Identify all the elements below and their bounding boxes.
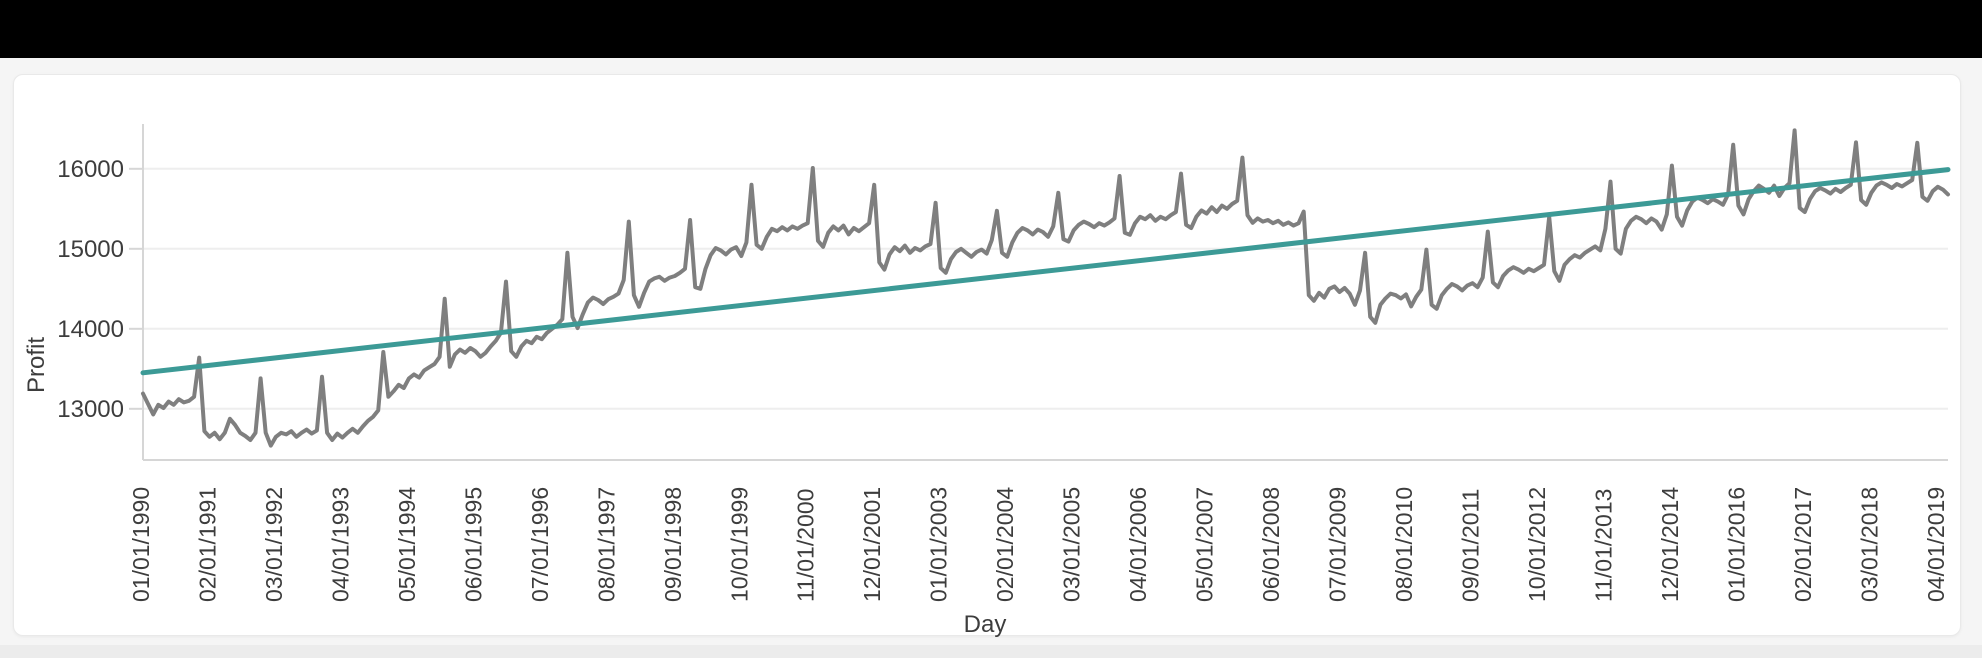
y-tick-label: 16000 xyxy=(57,156,124,183)
x-tick-label: 04/01/2019 xyxy=(1923,487,1949,602)
x-tick-label: 02/01/2004 xyxy=(992,487,1018,602)
x-tick-label: 10/01/2012 xyxy=(1524,487,1550,602)
x-tick-label: 02/01/1991 xyxy=(194,487,220,602)
bottom-strip xyxy=(0,645,1982,658)
x-tick-label: 08/01/2010 xyxy=(1391,487,1417,602)
y-tick-label: 14000 xyxy=(57,316,124,343)
trend-line xyxy=(140,167,1951,376)
x-tick-label: 01/01/1990 xyxy=(128,487,154,602)
profit-series-line xyxy=(141,128,1950,448)
x-tick-label: 05/01/1994 xyxy=(394,487,420,602)
x-tick-label: 10/01/1999 xyxy=(726,487,752,602)
top-bar xyxy=(0,0,1982,58)
x-tick-label: 03/01/2005 xyxy=(1059,487,1085,602)
y-tick-labels: 13000 14000 15000 16000 xyxy=(57,156,124,423)
x-tick-label: 03/01/1992 xyxy=(261,487,287,602)
y-tick-label: 13000 xyxy=(57,396,124,423)
x-tick-label: 02/01/2017 xyxy=(1790,487,1816,602)
x-tick-label: 06/01/1995 xyxy=(460,487,486,602)
y-tick-label: 15000 xyxy=(57,236,124,263)
chart-card xyxy=(13,74,1961,636)
x-axis-title: Day xyxy=(964,611,1007,638)
x-tick-label: 07/01/1996 xyxy=(527,487,553,602)
x-tick-label: 05/01/2007 xyxy=(1192,487,1218,602)
y-axis-title: Profit xyxy=(23,337,50,393)
x-tick-label: 04/01/1993 xyxy=(327,487,353,602)
x-tick-label: 04/01/2006 xyxy=(1125,487,1151,602)
x-tick-label: 12/01/2001 xyxy=(859,487,885,602)
x-tick-label: 08/01/1997 xyxy=(593,487,619,602)
x-tick-label: 12/01/2014 xyxy=(1657,487,1683,602)
x-tick-labels: 01/01/1990 02/01/1991 03/01/1992 04/01/1993… xyxy=(128,487,1949,602)
x-tick-label: 01/01/2016 xyxy=(1723,487,1749,602)
x-tick-label: 06/01/2008 xyxy=(1258,487,1284,602)
x-tick-label: 11/01/2000 xyxy=(793,489,819,602)
x-tick-label: 01/01/2003 xyxy=(926,487,952,602)
x-tick-label: 11/01/2013 xyxy=(1590,489,1616,602)
x-tick-label: 03/01/2018 xyxy=(1856,487,1882,602)
trend-line-path xyxy=(140,167,1951,376)
x-tick-label: 09/01/1998 xyxy=(660,487,686,602)
x-tick-label: 09/01/2011 xyxy=(1457,489,1483,602)
axes xyxy=(129,124,1948,461)
profit-series-path xyxy=(141,128,1950,448)
x-tick-label: 07/01/2009 xyxy=(1325,487,1351,602)
